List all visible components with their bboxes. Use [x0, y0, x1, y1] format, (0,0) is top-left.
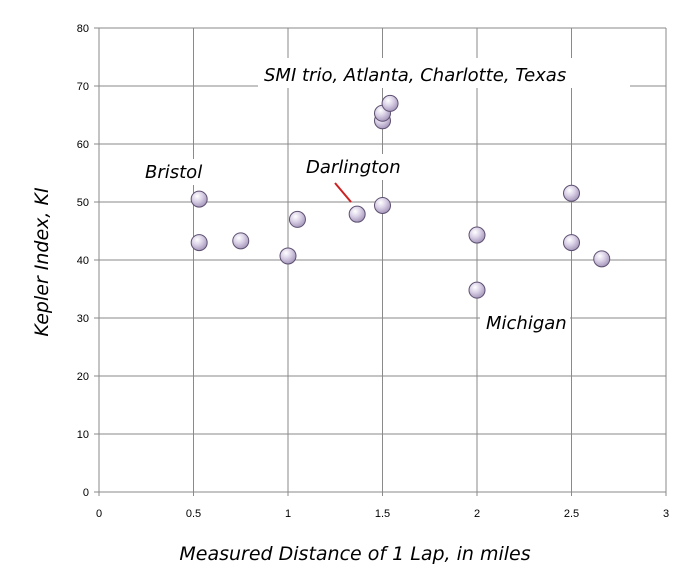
y-axis-title: Kepler Index, KI [31, 187, 53, 337]
annotation-smi-trio-box [258, 58, 630, 88]
data-point [288, 210, 306, 228]
data-point [563, 234, 580, 252]
y-tick-label: 20 [77, 371, 89, 383]
data-point [468, 226, 486, 244]
x-tick-label: 2.5 [564, 508, 579, 520]
data-point [190, 190, 208, 208]
axes [94, 27, 667, 496]
annotation-darlington-box [300, 154, 408, 180]
y-tick-label: 50 [77, 197, 89, 209]
y-tick-label: 30 [77, 313, 89, 325]
data-point [468, 281, 486, 299]
x-tick-label: 2 [474, 508, 480, 520]
data-point [279, 247, 297, 265]
x-tick-label: 0.5 [186, 508, 201, 520]
annotation-bristol-box [139, 159, 217, 185]
data-point [563, 184, 580, 202]
x-axis-title: Measured Distance of 1 Lap, in miles [179, 543, 530, 565]
y-tick-label: 80 [77, 23, 89, 35]
data-point [374, 196, 391, 214]
annotation-bristol: Bristol [145, 162, 202, 183]
annotations: SMI trio, Atlanta, Charlotte, Texas Brist… [139, 58, 630, 336]
darlington-pointer [334, 182, 352, 203]
data-points [190, 94, 611, 299]
x-tick-label: 1 [285, 508, 291, 520]
data-point [593, 250, 611, 268]
y-tick-label: 10 [77, 429, 89, 441]
annotation-michigan: Michigan [486, 313, 567, 334]
y-tick-label: 0 [83, 487, 89, 499]
annotation-darlington: Darlington [306, 157, 401, 178]
data-point [232, 232, 250, 250]
data-point [348, 205, 366, 223]
data-point [381, 94, 399, 112]
data-point [190, 234, 208, 252]
y-tick-label: 40 [77, 255, 89, 267]
x-tick-label: 3 [663, 508, 669, 520]
annotation-michigan-box [480, 310, 570, 336]
y-tick-label: 60 [77, 139, 89, 151]
y-tick-label: 70 [77, 81, 89, 93]
annotation-smi-trio: SMI trio, Atlanta, Charlotte, Texas [264, 65, 566, 86]
x-tick-label: 1.5 [375, 508, 390, 520]
x-tick-label: 0 [96, 508, 102, 520]
